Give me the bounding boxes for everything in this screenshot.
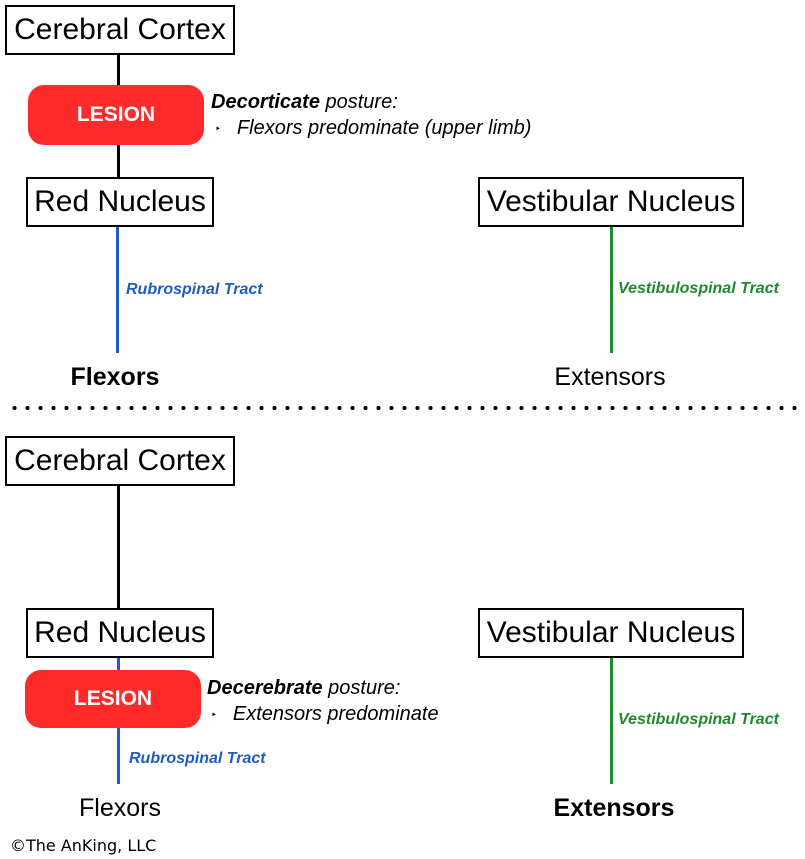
posture-note: Decorticate posture: ‣ Flexors predominat… (211, 89, 531, 145)
flexors-label: Flexors (70, 363, 160, 391)
cortex-to-red-nucleus-line (117, 484, 120, 608)
posture-word: posture: (319, 91, 398, 113)
posture-bullet-text: Extensors predominate (232, 703, 439, 725)
cerebral-cortex-box: Cerebral Cortex (5, 5, 235, 55)
vestibulospinal-tract-label: Vestibulospinal Tract (618, 280, 779, 297)
vestibular-nucleus-box: Vestibular Nucleus (478, 177, 744, 227)
vestibulospinal-tract-line (610, 656, 613, 784)
rubrospinal-tract-label: Rubrospinal Tract (126, 281, 263, 298)
red-nucleus-box: Red Nucleus (26, 177, 214, 227)
lesion-badge: LESION (28, 85, 204, 145)
posture-word: posture: (322, 677, 401, 699)
vestibulospinal-tract-line (610, 225, 613, 353)
extensors-label: Extensors (554, 363, 666, 391)
posture-note: Decerebrate posture: ‣ Extensors predomin… (207, 675, 439, 731)
vestibulospinal-tract-label: Vestibulospinal Tract (618, 711, 779, 728)
lesion-badge: LESION (25, 670, 201, 728)
panel-divider (8, 406, 805, 410)
flexors-label: Flexors (79, 794, 161, 822)
posture-type: Decerebrate (207, 677, 323, 699)
posture-type: Decorticate (211, 91, 320, 113)
rubrospinal-tract-line (116, 225, 119, 353)
extensors-label: Extensors (553, 794, 675, 822)
bullet-triangle-icon: ‣ (211, 710, 217, 721)
red-nucleus-box: Red Nucleus (26, 608, 214, 658)
cerebral-cortex-box: Cerebral Cortex (5, 436, 235, 486)
rubrospinal-tract-label: Rubrospinal Tract (129, 750, 266, 767)
bullet-triangle-icon: ‣ (215, 124, 221, 135)
copyright-notice: ©The AnKing, LLC (10, 836, 157, 855)
vestibular-nucleus-box: Vestibular Nucleus (478, 608, 744, 658)
posture-bullet-text: Flexors predominate (upper limb) (236, 117, 532, 139)
